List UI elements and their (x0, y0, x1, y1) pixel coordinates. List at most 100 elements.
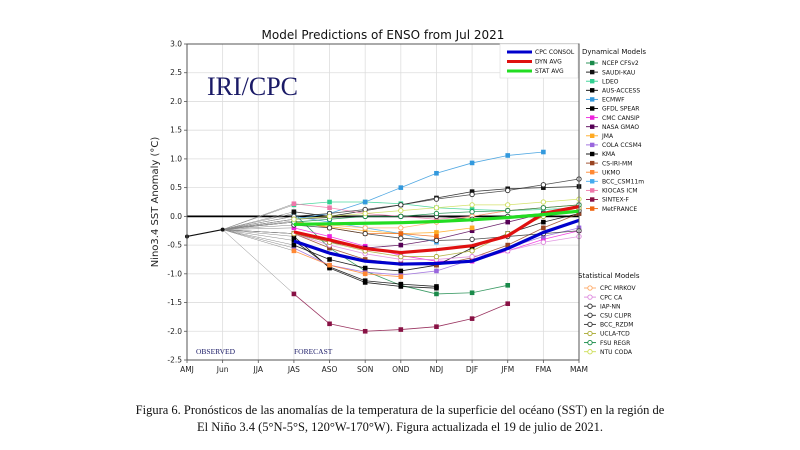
point-kma (327, 257, 332, 262)
legend-label-ldeo: LDEO (602, 78, 619, 85)
point-cpc-mrkov (362, 225, 368, 231)
point-ntu-coda (433, 205, 440, 211)
point-iap-nn (540, 182, 547, 188)
point-kma (541, 219, 546, 225)
y-tick-label: 0.0 (170, 212, 182, 221)
point-metfrance (398, 231, 404, 236)
legend-label-stat-avg: STAT AVG (535, 68, 564, 75)
summary-line-dyn-avg (293, 205, 580, 255)
point-csu-clipr (433, 237, 440, 244)
connector-ukmo (222, 229, 294, 252)
x-tick-label: DJF (466, 365, 478, 374)
dynamical-legend-title: Dynamical Models (582, 48, 646, 56)
point-sintex-f (505, 301, 511, 306)
summary-legend: CPC CONSOL DYN AVG STAT AVG (499, 43, 579, 79)
point-ntu-coda (505, 202, 511, 208)
y-tick-label: -2.0 (167, 327, 182, 336)
point-ntu-coda (540, 199, 547, 205)
summary-line-stat-avg (293, 209, 580, 227)
point-iap-nn (398, 202, 404, 208)
point-kiocas-icm (327, 205, 332, 211)
legend-label-ncep-cfsv2: NCEP CFSv2 (602, 60, 639, 67)
statistical-legend-title: Statistical Models (578, 272, 640, 280)
point-fsu-regr (398, 213, 404, 220)
point-ncep-cfsv2 (469, 290, 475, 296)
point-cola-ccsm4 (291, 245, 297, 251)
y-tick-label: 2.5 (170, 68, 182, 77)
legend-marker-ukmo (590, 170, 595, 175)
point-ecmwf (362, 199, 368, 205)
annotation-forecast: FORECAST (294, 347, 333, 356)
series-line-ecmwf (293, 151, 544, 220)
chart-title: Model Predictions of ENSO from Jul 2021 (262, 28, 505, 42)
y-tick-label: -1.5 (167, 298, 182, 307)
point-kma (398, 268, 404, 274)
point-ecmwf (541, 149, 546, 155)
legend-label-cola-ccsm4: COLA CCSM4 (602, 142, 642, 149)
point-ncep-cfsv2 (434, 291, 439, 297)
legend-marker-ldeo (590, 79, 595, 84)
point-metfrance (434, 234, 439, 239)
point-ukmo (327, 262, 332, 268)
legend-label-gfdl-spear: GFDL SPEAR (602, 106, 639, 113)
dynamical-models-legend: Dynamical Models NCEP CFSv2 SAUDI-KAU LDEO… (582, 48, 646, 213)
point-ldeo (327, 199, 332, 205)
point-cola-ccsm4 (541, 234, 546, 239)
point-nasa-gmao (469, 228, 475, 234)
point-ecmwf (398, 185, 404, 190)
point-gfdl-spear (291, 238, 297, 243)
point-cmc-cansip (291, 225, 297, 231)
legend-label-bcc-rzdm: BCC_RZDM (600, 322, 633, 329)
y-axis-label: Nino3.4 SST Anomaly (°C) (150, 137, 161, 268)
point-saudi-kau (541, 185, 546, 190)
y-tick-label: -1.0 (167, 269, 182, 278)
connector-saudi-kau (222, 211, 294, 230)
x-tick-label: MAM (570, 365, 588, 374)
watermark-iri-cpc: IRI/CPC (207, 72, 298, 101)
point-jma (362, 228, 368, 234)
figure-caption-line2: El Niño 3.4 (5°N-5°S, 120°W-170°W). Figu… (196, 420, 604, 434)
legend-marker-iap-nn (587, 303, 593, 309)
point-fsu-regr (540, 205, 547, 211)
point-ukmo (362, 271, 368, 277)
point-saudi-kau (469, 189, 475, 194)
legend-label-cpc-mrkov: CPC MRKOV (600, 285, 636, 292)
legend-marker-kma (590, 151, 595, 157)
legend-label-ukmo: UKMO (602, 169, 621, 176)
plot-frame (186, 43, 580, 361)
point-aus-access (291, 234, 297, 239)
connector-cmc-cansip (222, 227, 294, 230)
point-nasa-gmao (398, 242, 404, 248)
point-kma (469, 245, 475, 251)
legend-marker-metfrance (590, 206, 595, 211)
legend-label-iap-nn: IAP-NN (600, 303, 621, 310)
legend-label-kma: KMA (602, 151, 616, 158)
legend-marker-fsu-regr (587, 339, 593, 346)
summary-line-cpc-consol (293, 218, 580, 266)
point-sintex-f (327, 321, 332, 327)
x-tick-label: Jun (216, 365, 229, 374)
point-gfdl-spear (434, 284, 439, 289)
legend-label-cmc-cansip: CMC CANSIP (602, 115, 640, 122)
connector-sintex-f (222, 229, 295, 295)
connector-cola-ccsm4 (222, 229, 294, 249)
point-bcc-csm11m (327, 219, 332, 225)
x-tick-label: JJA (253, 365, 264, 374)
series-line-jma (293, 221, 473, 235)
point-ntu-coda (291, 216, 297, 222)
legend-marker-saudi-kau (590, 69, 595, 75)
observed-line (186, 228, 223, 238)
connector-aus-access (222, 229, 294, 237)
legend-marker-cs-iri-mm (590, 160, 595, 166)
x-tick-label: JAS (287, 365, 300, 374)
point-kiocas-icm (291, 201, 297, 207)
legend-label-ecmwf: ECMWF (602, 97, 625, 104)
legend-label-bcc-csm11m: BCC_CSM11m (602, 179, 644, 186)
legend-marker-ecmwf (590, 97, 595, 102)
point-iap-nn (469, 191, 475, 198)
observed-point (220, 227, 225, 232)
legend-label-ntu-coda: NTU CODA (600, 349, 633, 356)
connector-csu-clipr (222, 224, 294, 230)
point-kma (362, 265, 368, 271)
y-axis-ticks: 3.0 2.5 2.0 1.5 1.0 0.5 0.0 -0.5 -1.0 -1.5 -2.0 -2.… (167, 40, 187, 365)
